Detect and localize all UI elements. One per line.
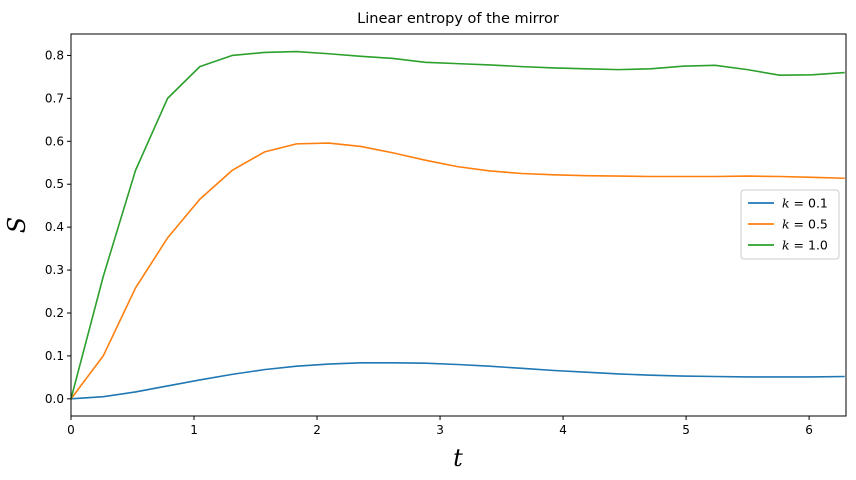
y-tick-label: 0.7 [45, 91, 64, 105]
plot-frame [70, 33, 847, 417]
y-tick-label: 0.0 [45, 392, 64, 406]
y-axis-label: S [3, 217, 31, 233]
y-axis: 0.0 0.1 0.2 0.3 0.4 0.5 0.6 0.7 0.8 [45, 48, 71, 406]
y-tick-label: 0.5 [45, 177, 64, 191]
series-line-1 [71, 361, 845, 400]
x-tick-label: 2 [313, 423, 321, 437]
x-tick-label: 0 [67, 423, 75, 437]
chart-title: Linear entropy of the mirror [357, 11, 559, 27]
legend-label: k = 0.5 [782, 217, 828, 232]
x-tick-label: 1 [190, 423, 198, 437]
x-tick-label: 3 [436, 423, 444, 437]
x-tick-label: 6 [805, 423, 813, 437]
plot-lines [71, 50, 845, 400]
legend-box [740, 189, 840, 260]
legend: k = 0.1 k = 0.5 k = 1.0 [740, 189, 840, 260]
legend-label: k = 1.0 [782, 238, 828, 253]
y-tick-label: 0.1 [45, 349, 64, 363]
y-tick-label: 0.2 [45, 306, 64, 320]
x-tick-label: 5 [682, 423, 690, 437]
x-tick-label: 4 [559, 423, 567, 437]
y-tick-label: 0.8 [45, 48, 64, 62]
x-axis-label: t [453, 444, 463, 472]
legend-label: k = 0.1 [782, 196, 828, 211]
y-tick-label: 0.6 [45, 134, 64, 148]
x-axis: 0 1 2 3 4 5 6 [67, 416, 813, 437]
series-line-2 [71, 142, 845, 400]
y-tick-label: 0.4 [45, 220, 64, 234]
series-line-3 [71, 50, 845, 400]
y-tick-label: 0.3 [45, 263, 64, 277]
